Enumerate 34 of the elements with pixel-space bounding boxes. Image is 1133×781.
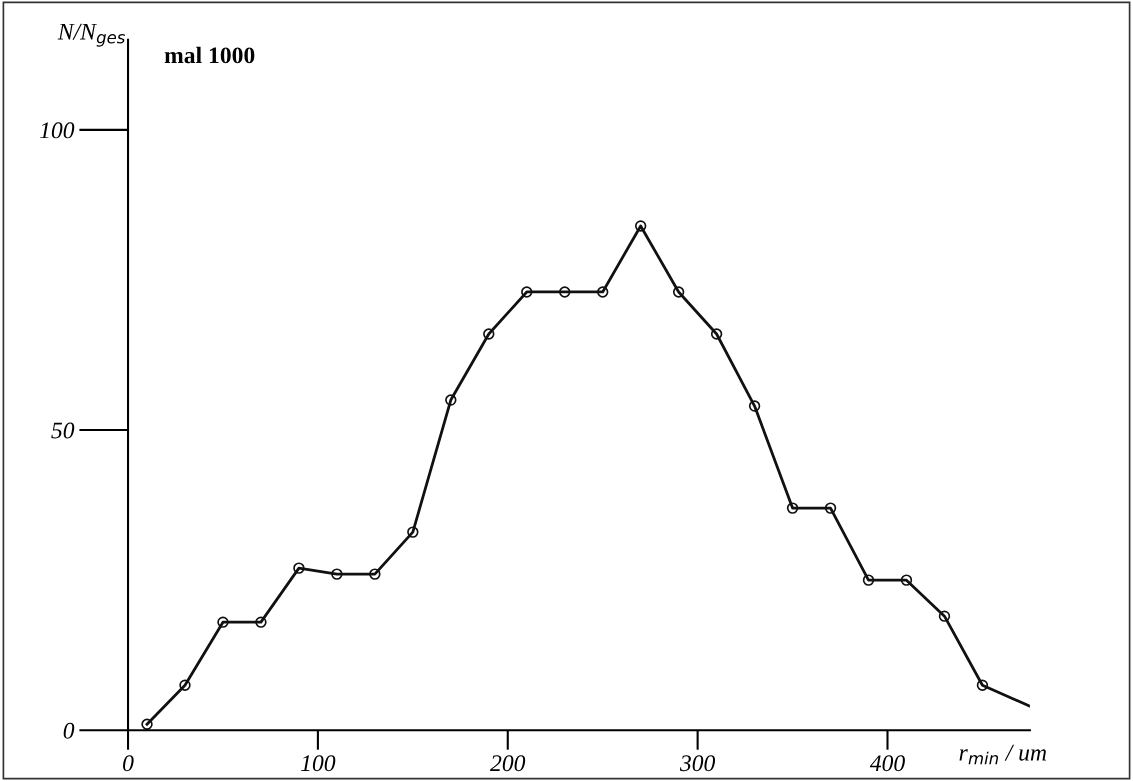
point xyxy=(900,574,913,586)
x-axis-title: r$_{min}$ / um xyxy=(959,744,1047,765)
x-tick-label: 200 xyxy=(490,755,526,772)
point xyxy=(634,220,647,232)
point xyxy=(179,679,191,691)
point xyxy=(748,400,761,412)
x-tick-label: 300 xyxy=(679,755,716,772)
point xyxy=(141,718,153,730)
x-tick-label: 100 xyxy=(301,755,336,772)
point xyxy=(938,610,951,622)
point xyxy=(862,574,875,586)
point xyxy=(369,568,381,580)
x-tick-label: 400 xyxy=(869,755,905,772)
point xyxy=(786,502,799,514)
annotation: mal 1000 xyxy=(164,46,255,64)
point xyxy=(824,502,837,514)
x-tick-label: 0 xyxy=(123,755,134,772)
point xyxy=(559,286,571,298)
point xyxy=(255,616,267,628)
y-tick-label: 100 xyxy=(39,122,75,139)
y-axis-title: N/N$_{ges}$ xyxy=(57,23,126,47)
y-tick-label: 50 xyxy=(51,422,75,439)
point xyxy=(331,568,343,580)
point xyxy=(596,286,609,298)
point xyxy=(445,394,457,406)
point xyxy=(672,286,685,298)
point xyxy=(976,679,989,691)
y-tick-label: 0 xyxy=(63,722,75,739)
point xyxy=(710,328,723,340)
point xyxy=(293,562,305,574)
point xyxy=(521,286,533,298)
point xyxy=(407,526,419,538)
point xyxy=(217,616,229,628)
point xyxy=(483,328,495,340)
